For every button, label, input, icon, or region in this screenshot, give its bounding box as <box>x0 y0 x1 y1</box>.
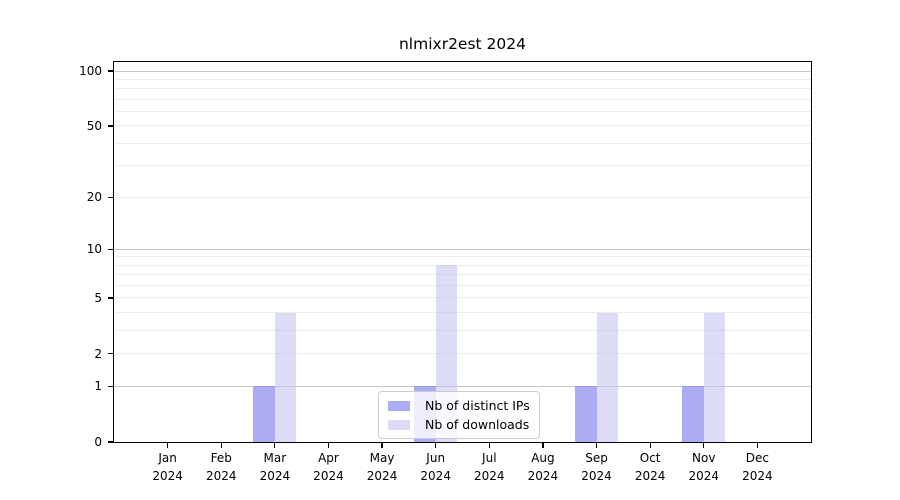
gridline-minor <box>114 125 811 127</box>
gridline-major <box>114 70 811 72</box>
x-label-year: 2024 <box>420 468 451 483</box>
x-label-year: 2024 <box>474 468 505 483</box>
gridline-minor <box>114 98 811 100</box>
x-label-month: Jul <box>482 451 497 465</box>
bar-distinct-ips-nov <box>682 386 704 442</box>
gridline-minor <box>114 274 811 276</box>
y-axis-tick <box>108 353 114 355</box>
y-axis-tick-label: 0 <box>94 435 102 449</box>
gridline-major <box>114 248 811 250</box>
gridline-minor <box>114 330 811 332</box>
gridline-minor <box>114 111 811 113</box>
x-label-year: 2024 <box>152 468 183 483</box>
x-label-year: 2024 <box>259 468 291 483</box>
gridline-minor <box>114 264 811 266</box>
x-axis-tick-label: Jun 2024 <box>420 450 451 485</box>
x-axis-tick-label: Aug 2024 <box>528 450 559 485</box>
x-axis-tick <box>274 442 276 448</box>
x-label-month: Jun <box>426 451 446 465</box>
y-axis-tick-label: 10 <box>86 242 102 257</box>
x-label-month: Apr <box>318 451 339 465</box>
y-axis-tick <box>108 385 114 387</box>
x-label-year: 2024 <box>366 468 398 483</box>
x-axis-tick <box>595 442 598 448</box>
x-label-month: May <box>369 451 395 465</box>
x-axis-tick <box>167 442 169 448</box>
bar-distinct-ips-sep <box>575 386 597 442</box>
legend: Nb of distinct IPs Nb of downloads <box>378 391 540 439</box>
gridline-major <box>114 385 811 387</box>
gridline-minor <box>114 196 811 198</box>
x-axis-tick-label: Mar 2024 <box>260 450 291 485</box>
gridline-minor <box>114 143 811 144</box>
legend-swatch-downloads-icon <box>388 419 410 430</box>
x-axis-tick <box>542 442 544 448</box>
x-axis-tick <box>327 442 330 448</box>
y-axis-tick <box>108 248 114 250</box>
x-label-year: 2024 <box>205 468 237 483</box>
y-axis-tick-label: 100 <box>79 64 102 79</box>
legend-label-distinct-ips: Nb of distinct IPs <box>425 398 530 413</box>
x-axis-tick <box>703 442 705 448</box>
y-axis-tick <box>108 196 114 198</box>
legend-swatch-distinct-ips-icon <box>388 400 410 411</box>
x-label-month: Sep <box>585 451 608 465</box>
gridline-minor <box>114 88 811 90</box>
x-label-month: Nov <box>692 451 716 465</box>
x-label-year: 2024 <box>742 468 773 483</box>
x-label-month: Jan <box>158 451 177 465</box>
bar-downloads-sep <box>596 312 619 442</box>
y-axis-tick <box>108 441 114 443</box>
x-axis-tick-label: Jul 2024 <box>474 450 505 485</box>
x-axis-tick-label: Oct 2024 <box>635 450 666 485</box>
x-label-month: Oct <box>639 451 661 465</box>
x-axis-tick <box>756 442 758 448</box>
x-axis-tick <box>649 442 651 448</box>
x-axis-tick <box>381 442 383 448</box>
plot-area: Nb of distinct IPs Nb of downloads 0 1 2 5 1… <box>79 61 812 483</box>
y-axis-tick <box>108 125 114 127</box>
x-axis-tick-label: Nov 2024 <box>688 450 719 485</box>
gridline-minor <box>114 312 811 314</box>
chart-title: nlmixr2est 2024 <box>398 35 526 53</box>
x-label-year: 2024 <box>313 468 344 483</box>
x-axis-tick-label: May 2024 <box>367 450 398 485</box>
y-axis-tick-label: 50 <box>86 118 102 133</box>
x-axis-tick <box>220 442 222 448</box>
x-axis-tick-label: Dec 2024 <box>742 450 773 485</box>
bar-downloads-mar <box>274 312 297 442</box>
legend-label-downloads: Nb of downloads <box>425 417 530 432</box>
y-axis-tick <box>108 297 114 299</box>
y-axis-tick-label: 2 <box>94 346 102 361</box>
x-axis-tick-label: Sep 2024 <box>581 450 612 485</box>
bar-distinct-ips-mar <box>253 386 275 442</box>
x-axis-tick-label: Jan 2024 <box>152 450 183 485</box>
x-label-month: Feb <box>210 451 232 465</box>
gridline-minor <box>114 78 811 80</box>
gridline-minor <box>114 256 811 258</box>
gridline-minor <box>114 297 811 299</box>
y-axis-tick-label: 5 <box>94 290 102 305</box>
x-label-year: 2024 <box>688 468 720 483</box>
x-axis-tick-label: Feb 2024 <box>206 450 237 485</box>
legend-item-distinct-ips: Nb of distinct IPs <box>388 398 530 413</box>
y-axis-tick-label: 20 <box>86 190 102 205</box>
x-label-month: Dec <box>745 451 769 465</box>
bar-downloads-nov <box>703 312 726 442</box>
x-label-month: Mar <box>263 451 287 465</box>
legend-item-downloads: Nb of downloads <box>388 417 530 432</box>
x-label-year: 2024 <box>527 468 559 483</box>
y-axis-tick <box>108 70 114 72</box>
x-axis-tick <box>435 442 437 448</box>
x-axis-tick <box>488 442 490 448</box>
x-label-year: 2024 <box>634 468 666 483</box>
x-label-month: Aug <box>531 451 555 465</box>
gridline-minor <box>114 285 811 287</box>
y-axis-tick-label: 1 <box>94 379 102 394</box>
gridline-minor <box>114 353 811 355</box>
x-axis-tick-label: Apr 2024 <box>313 450 344 485</box>
x-label-year: 2024 <box>581 468 612 483</box>
gridline-minor <box>114 165 811 167</box>
